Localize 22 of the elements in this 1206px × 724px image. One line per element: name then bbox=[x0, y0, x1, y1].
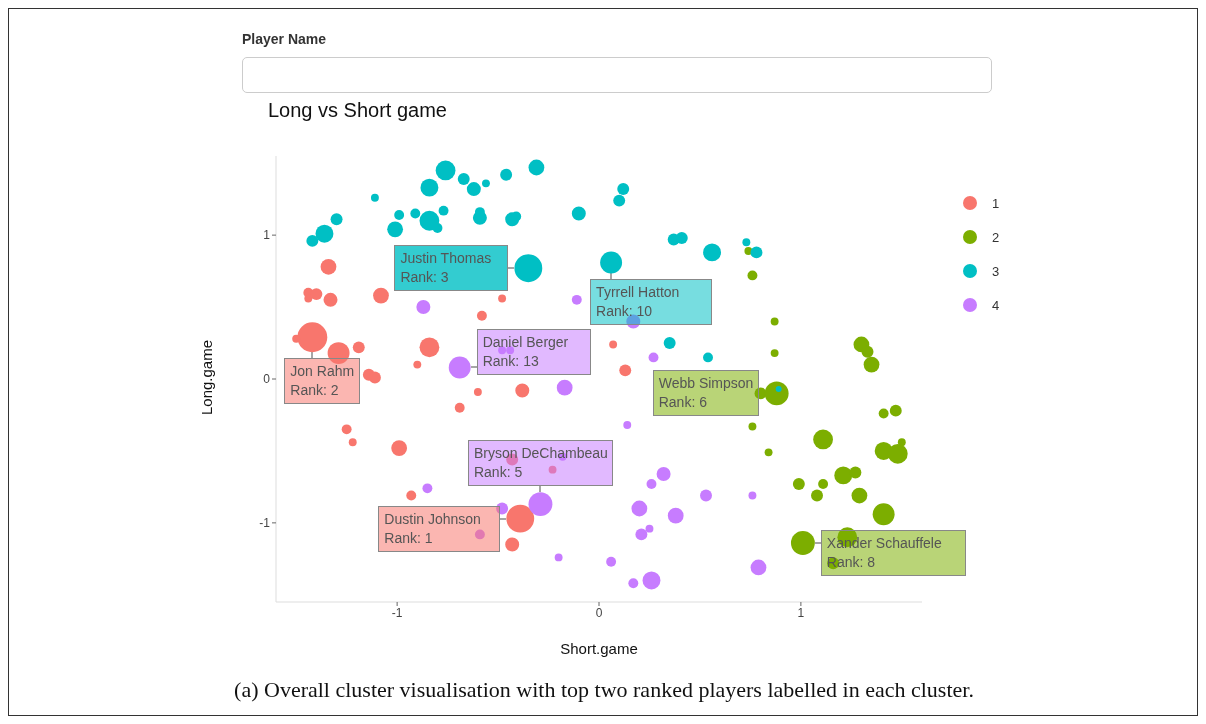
annotation: Webb Simpson Rank: 6 bbox=[658, 374, 754, 413]
annotation: Tyrrell Hatton Rank: 10 bbox=[596, 283, 681, 322]
y-tick-label: 0 bbox=[263, 372, 271, 387]
text: (a) Overall cluster visualisation with top two ranked players labelled in each cluster. bbox=[233, 677, 975, 703]
annotation: Jon Rahm Rank: 2 bbox=[290, 362, 355, 401]
annotation: Dustin Johnson Rank: 1 bbox=[384, 509, 482, 548]
legend-label: 2 bbox=[992, 229, 1000, 245]
x-axis-title: Short.game bbox=[559, 640, 639, 657]
y-tick-label: 1 bbox=[263, 228, 271, 243]
y-tick-label: -1 bbox=[259, 516, 271, 531]
x-tick-label: -1 bbox=[391, 605, 403, 620]
legend-label: 3 bbox=[992, 263, 1000, 279]
legend-label: 4 bbox=[992, 297, 1000, 313]
y-axis-title: Long.game bbox=[197, 338, 215, 418]
x-tick-label: 1 bbox=[797, 605, 805, 620]
chart-title: Long vs Short game bbox=[268, 99, 447, 122]
annotation: Bryson DeChambeau Rank: 5 bbox=[473, 444, 608, 483]
annotation: Daniel Berger Rank: 13 bbox=[482, 333, 570, 372]
text: Player Name bbox=[242, 31, 327, 47]
x-tick-label: 0 bbox=[595, 605, 603, 620]
legend-label: 1 bbox=[992, 195, 1000, 211]
annotation: Justin Thomas Rank: 3 bbox=[400, 249, 493, 288]
